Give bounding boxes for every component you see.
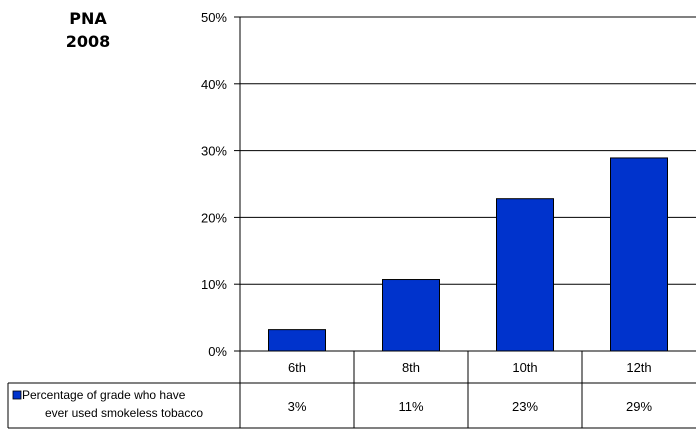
- y-tick-label: 40%: [201, 77, 227, 92]
- y-axis-tick-labels: 0% 10% 20% 30% 40% 50%: [201, 10, 227, 359]
- legend: Percentage of grade who have ever used s…: [12, 388, 203, 420]
- legend-label-line-2: ever used smokeless tobacco: [45, 406, 203, 420]
- bar: [268, 329, 326, 352]
- category-label: 6th: [288, 360, 306, 375]
- bar: [382, 279, 440, 352]
- data-table: Percentage of grade who have ever used s…: [7, 350, 696, 429]
- y-tick-label: 10%: [201, 277, 227, 292]
- y-tick-label: 30%: [201, 144, 227, 159]
- category-label: 8th: [402, 360, 420, 375]
- bar: [496, 198, 554, 352]
- data-value-label: 29%: [626, 399, 652, 414]
- chart-title-line-1: PNA: [69, 9, 107, 28]
- legend-swatch: [12, 390, 22, 400]
- data-value-label: 23%: [512, 399, 538, 414]
- data-value-label: 11%: [398, 399, 423, 414]
- y-tick-label: 0%: [208, 344, 227, 359]
- chart-title-line-2: 2008: [66, 32, 111, 51]
- category-label: 12th: [626, 360, 651, 375]
- legend-label-line-1: Percentage of grade who have: [22, 388, 186, 402]
- y-tick-label: 50%: [201, 10, 227, 25]
- data-value-label: 3%: [288, 399, 307, 414]
- axes: [234, 16, 241, 352]
- bars: [268, 157, 668, 352]
- y-tick-label: 20%: [201, 210, 227, 225]
- category-label: 10th: [512, 360, 537, 375]
- bar: [610, 157, 668, 352]
- chart-title: PNA 2008: [66, 9, 111, 51]
